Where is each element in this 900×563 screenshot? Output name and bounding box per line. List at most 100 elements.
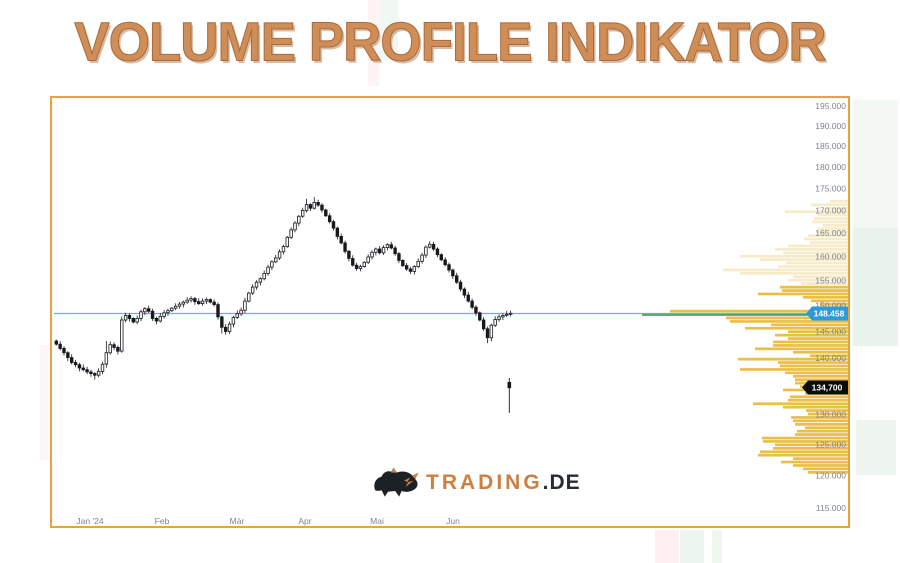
candle-body — [162, 312, 166, 317]
price-axis-label: 145.000 — [815, 327, 846, 337]
candle-body — [435, 248, 440, 256]
volume-profile-bar — [795, 378, 848, 382]
volume-profile-bar — [670, 309, 848, 313]
volume-profile-bar — [793, 350, 848, 354]
volume-profile-bar — [642, 313, 848, 316]
volume-profile-bar — [785, 371, 848, 375]
volume-profile-bar — [740, 368, 848, 371]
volume-profile-bar — [783, 405, 848, 409]
volume-profile-bar — [793, 457, 848, 460]
price-axis-label: 140.000 — [815, 353, 846, 363]
volume-profile-bar — [791, 416, 848, 419]
candle-body — [293, 222, 297, 231]
date-axis-label: Mai — [370, 516, 384, 526]
volume-profile-bar — [778, 265, 848, 268]
candle-body — [451, 269, 455, 277]
volume-profile-bar — [740, 254, 848, 258]
date-axis-label: Jun — [446, 516, 460, 526]
volume-profile-bar — [775, 443, 848, 447]
volume-profile-bar — [818, 213, 848, 217]
candle-body — [335, 227, 340, 237]
price-axis-label: 130.000 — [815, 410, 846, 420]
candle-body — [412, 266, 417, 272]
page-title: VOLUME PROFILE INDIKATOR — [74, 11, 827, 74]
volume-profile-bar — [826, 206, 848, 210]
candle-body — [127, 314, 132, 319]
candle-body — [397, 253, 401, 261]
volume-profile-bar — [823, 224, 848, 227]
volume-profile-bar — [781, 460, 848, 464]
candle-body — [239, 309, 243, 315]
volume-profile-bar — [740, 272, 848, 275]
volume-profile-bar — [793, 374, 848, 378]
candle-body — [501, 314, 505, 318]
candle-body — [154, 317, 159, 322]
candle-body — [131, 317, 135, 323]
candle-body — [297, 215, 301, 224]
date-axis-label: Feb — [155, 516, 170, 526]
volume-profile-bar — [795, 433, 848, 436]
candle-body — [173, 305, 178, 309]
volume-profile-bar — [730, 320, 848, 323]
candle-body — [208, 299, 212, 303]
price-axis-label: 115.000 — [816, 503, 846, 513]
candle-body — [366, 256, 370, 263]
candle-body — [100, 363, 105, 372]
volume-profile-bar — [763, 440, 848, 443]
price-axis-label: 125.000 — [815, 439, 846, 449]
background-candle-band — [655, 530, 679, 563]
candle-body — [200, 300, 205, 305]
volume-profile-bar — [818, 227, 848, 231]
candle-body — [401, 259, 405, 267]
candle-body — [481, 319, 486, 330]
candle-body — [96, 370, 101, 376]
candle-body — [358, 266, 363, 269]
volume-profile-bar — [830, 200, 848, 203]
volume-profile-bar — [782, 289, 848, 292]
candle-body — [370, 251, 374, 258]
candle-body — [123, 314, 128, 321]
current-price-badge-label: 148.458 — [814, 309, 845, 319]
candle-body — [243, 300, 247, 311]
volume-profile-bar — [810, 354, 848, 358]
volume-profile-bar — [788, 337, 848, 340]
candle-body — [112, 344, 116, 348]
candle-body — [189, 298, 193, 301]
candle-body — [58, 343, 62, 349]
candle-body — [116, 346, 120, 352]
volume-profile-bar — [788, 244, 848, 248]
candle-body — [147, 308, 151, 312]
volume-profile-bar — [778, 361, 848, 364]
background-candle-band — [368, 0, 379, 86]
date-axis-label: Apr — [298, 516, 311, 526]
candle-body — [220, 316, 224, 328]
candle-body — [77, 364, 82, 369]
candle-body — [470, 300, 474, 308]
candle-body — [458, 281, 463, 290]
volume-profile-bar — [788, 398, 848, 402]
trading-de-logo: TRADING.DE — [372, 466, 581, 500]
volume-profile-bar — [783, 251, 848, 255]
volume-profile-bar — [726, 316, 848, 320]
candle-body — [389, 244, 393, 249]
volume-profile-bar — [786, 261, 848, 265]
background-candle-band — [40, 345, 49, 460]
candle-body — [254, 281, 259, 288]
candle-body — [281, 246, 286, 253]
volume-profile-bar — [808, 471, 848, 474]
volume-profile-bar — [790, 395, 848, 399]
candle-body — [197, 301, 201, 305]
volume-profile-bar — [797, 429, 848, 433]
candle-body — [320, 204, 324, 211]
candle-body — [185, 299, 189, 303]
volume-profile-bar — [762, 436, 848, 440]
candle-body — [354, 264, 359, 269]
candle-body — [408, 268, 413, 272]
volume-profile-bar — [745, 326, 848, 330]
candle-body — [316, 202, 320, 206]
volume-profile-bar — [793, 419, 848, 423]
candle-body — [85, 369, 89, 373]
candle-body — [250, 286, 255, 294]
candle-body — [135, 317, 139, 323]
